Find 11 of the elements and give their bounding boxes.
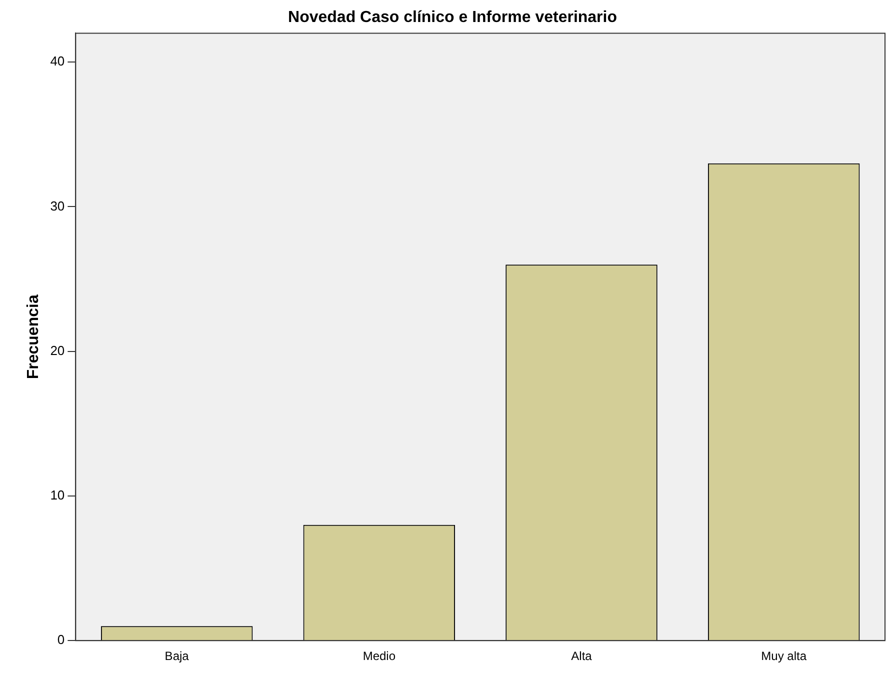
y-tick-label: 40 bbox=[50, 54, 65, 69]
y-tick-label: 0 bbox=[57, 632, 65, 648]
x-tick-label: Alta bbox=[571, 649, 592, 664]
x-tick-label: Medio bbox=[362, 649, 396, 664]
y-tick-label: 10 bbox=[50, 488, 65, 503]
y-axis-title: Frecuencia bbox=[25, 294, 42, 380]
chart-title: Novedad Caso clínico e Informe veterinario bbox=[288, 9, 618, 26]
y-tick-label: 30 bbox=[50, 198, 65, 214]
y-tick-label: 20 bbox=[50, 342, 65, 358]
x-tick-label: Baja bbox=[164, 649, 190, 664]
x-tick-label: Muy alta bbox=[761, 649, 807, 664]
